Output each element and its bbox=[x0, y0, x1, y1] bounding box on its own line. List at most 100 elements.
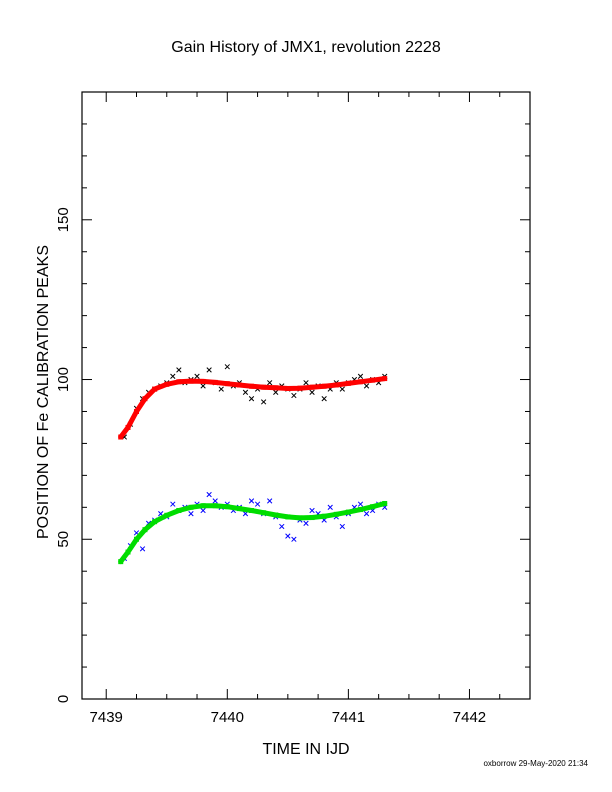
data-point bbox=[279, 523, 285, 530]
fit-point bbox=[333, 382, 339, 388]
data-point bbox=[242, 389, 249, 395]
fit-point bbox=[297, 515, 303, 521]
data-point bbox=[200, 507, 206, 514]
data-point bbox=[267, 498, 273, 504]
fit-point bbox=[321, 513, 327, 519]
data-point bbox=[291, 536, 297, 542]
footer-credit: oxborrow 29-May-2020 21:34 bbox=[483, 759, 588, 768]
data-point bbox=[260, 399, 267, 405]
fit-point bbox=[297, 385, 303, 391]
fit-point bbox=[357, 507, 363, 513]
data-point bbox=[224, 364, 230, 370]
x-tick-label: 7440 bbox=[211, 709, 244, 726]
fit-point bbox=[152, 386, 158, 392]
fit-point bbox=[224, 504, 230, 510]
data-point bbox=[188, 511, 194, 517]
data-point bbox=[363, 383, 370, 389]
fit-point bbox=[382, 500, 388, 506]
fit-point bbox=[125, 549, 131, 555]
fit-point bbox=[212, 379, 218, 385]
data-point bbox=[327, 504, 333, 510]
data-point bbox=[357, 373, 364, 379]
data-point bbox=[291, 392, 297, 399]
fit-point bbox=[133, 408, 139, 414]
data-point bbox=[200, 383, 206, 389]
x-tick-label: 7441 bbox=[332, 709, 365, 726]
fit-point bbox=[200, 503, 206, 509]
fit-point bbox=[176, 508, 182, 514]
data-point bbox=[139, 546, 146, 552]
fit-point bbox=[370, 504, 376, 510]
fit-point bbox=[285, 514, 291, 520]
series-layer bbox=[118, 364, 388, 565]
data-point bbox=[170, 501, 176, 507]
y-axis-ticks: 0 50 100 150 bbox=[55, 91, 530, 703]
fit-point bbox=[142, 396, 148, 402]
fit-point bbox=[236, 506, 242, 512]
data-point bbox=[309, 507, 315, 514]
fit-point bbox=[200, 378, 206, 384]
x-axis-ticks: 7439 7440 7441 7442 bbox=[90, 92, 531, 726]
x-tick-label: 7439 bbox=[90, 709, 123, 726]
fit-point bbox=[285, 385, 291, 391]
data-point bbox=[273, 389, 279, 395]
fit-point bbox=[345, 380, 351, 386]
fit-point bbox=[321, 383, 327, 389]
data-point bbox=[309, 389, 315, 395]
data-point bbox=[267, 380, 273, 386]
fit-point bbox=[333, 511, 339, 517]
fit-point bbox=[188, 504, 194, 510]
fit-point bbox=[133, 536, 139, 542]
y-tick-label: 0 bbox=[55, 695, 72, 703]
fit-point bbox=[273, 512, 279, 518]
data-point bbox=[194, 373, 200, 379]
fit-point bbox=[164, 512, 170, 518]
data-point bbox=[363, 511, 370, 517]
data-point bbox=[248, 498, 255, 504]
fit-point bbox=[164, 381, 170, 387]
data-point bbox=[339, 386, 345, 392]
data-point bbox=[339, 523, 345, 530]
fit-point bbox=[370, 377, 376, 383]
fit-point bbox=[118, 559, 124, 565]
fit-point bbox=[345, 509, 351, 515]
fit-point bbox=[142, 527, 148, 533]
data-point bbox=[176, 367, 182, 373]
chart-title: Gain History of JMX1, revolution 2228 bbox=[171, 39, 441, 56]
data-point bbox=[206, 367, 212, 373]
x-axis-label: TIME IN IJD bbox=[262, 741, 349, 758]
data-point bbox=[170, 373, 176, 379]
data-point bbox=[212, 498, 218, 504]
data-point bbox=[303, 520, 309, 526]
data-point bbox=[254, 501, 261, 507]
y-tick-label: 100 bbox=[55, 367, 72, 392]
plot-frame bbox=[81, 91, 531, 700]
fit-point bbox=[309, 515, 315, 521]
fit-point bbox=[261, 384, 267, 390]
y-tick-label: 150 bbox=[55, 207, 72, 232]
fit-point bbox=[212, 503, 218, 509]
data-point bbox=[321, 396, 327, 402]
fit-point bbox=[249, 383, 255, 389]
fit-point bbox=[118, 434, 124, 440]
data-point bbox=[303, 380, 309, 386]
fit-point bbox=[261, 510, 267, 516]
y-axis-label: POSITION OF Fe CALIBRATION PEAKS bbox=[35, 245, 52, 539]
fit-point bbox=[125, 424, 131, 430]
data-point bbox=[218, 386, 224, 392]
x-tick-label: 7442 bbox=[453, 709, 486, 726]
fit-point bbox=[249, 508, 255, 514]
fit-point bbox=[152, 519, 158, 525]
fit-point bbox=[176, 379, 182, 385]
fit-point bbox=[357, 379, 363, 385]
data-point bbox=[357, 501, 364, 507]
fit-point bbox=[224, 381, 230, 387]
fit-point bbox=[236, 382, 242, 388]
data-point bbox=[248, 396, 255, 402]
data-point bbox=[206, 491, 212, 498]
fit-point bbox=[382, 376, 388, 382]
fit-point bbox=[188, 378, 194, 384]
data-point bbox=[285, 533, 291, 539]
fit-point bbox=[309, 384, 315, 390]
